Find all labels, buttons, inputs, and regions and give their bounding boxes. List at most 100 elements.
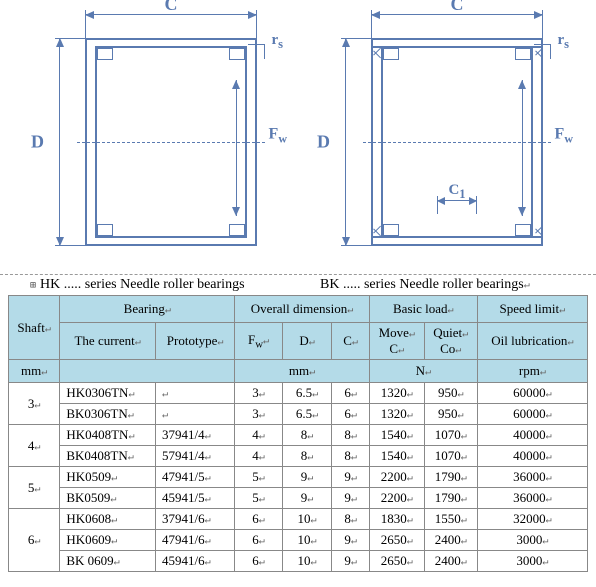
cell-qt: 1790↵ <box>424 467 477 488</box>
cell-proto: 47941/5↵ <box>155 467 234 488</box>
cell-fw: 5↵ <box>235 467 283 488</box>
cell-shaft: 3↵ <box>9 383 60 425</box>
cell-d: 10↵ <box>282 509 332 530</box>
cell-qt: 1550↵ <box>424 509 477 530</box>
cell-qt: 1070↵ <box>424 446 477 467</box>
table-row: BK 0609↵45941/6↵6↵10↵9↵2650↵2400↵3000↵ <box>9 551 588 572</box>
cell-c: 9↵ <box>332 467 370 488</box>
table-row: 6↵HK0608↵37941/6↵6↵10↵8↵1830↵1550↵32000↵ <box>9 509 588 530</box>
cell-d: 9↵ <box>282 467 332 488</box>
table-row: BK0306TN↵↵3↵6.5↵6↵1320↵950↵60000↵ <box>9 404 588 425</box>
cell-proto: ↵ <box>155 383 234 404</box>
table-row: BK0408TN↵57941/4↵4↵8↵8↵1540↵1070↵40000↵ <box>9 446 588 467</box>
dim-fw-label: Fw <box>269 125 287 146</box>
cell-rpm: 40000↵ <box>477 446 587 467</box>
diagram-bk: C D C1 Fw rs <box>311 6 571 266</box>
cell-d: 6.5↵ <box>282 404 332 425</box>
cell-fw: 3↵ <box>235 404 283 425</box>
cell-qt: 1070↵ <box>424 425 477 446</box>
col-basic: Basic load↵ <box>369 296 477 323</box>
cell-proto: 37941/4↵ <box>155 425 234 446</box>
col-bearing: Bearing↵ <box>60 296 235 323</box>
cell-rpm: 60000↵ <box>477 383 587 404</box>
cell-qt: 950↵ <box>424 383 477 404</box>
col-overall: Overall dimension↵ <box>235 296 370 323</box>
cell-qt: 2400↵ <box>424 530 477 551</box>
cell-fw: 6↵ <box>235 530 283 551</box>
cell-qt: 2400↵ <box>424 551 477 572</box>
dim-d-label: D <box>31 132 44 153</box>
cell-proto: 57941/4↵ <box>155 446 234 467</box>
col-c: C↵ <box>332 323 370 360</box>
cell-c: 6↵ <box>332 383 370 404</box>
col-d: D↵ <box>282 323 332 360</box>
table-row: 4↵HK0408TN↵37941/4↵4↵8↵8↵1540↵1070↵40000… <box>9 425 588 446</box>
cell-shaft: 5↵ <box>9 467 60 509</box>
cell-d: 8↵ <box>282 446 332 467</box>
cell-cur: HK0306TN↵ <box>60 383 156 404</box>
col-current: The current↵ <box>60 323 156 360</box>
cell-d: 10↵ <box>282 551 332 572</box>
cell-proto: ↵ <box>155 404 234 425</box>
cell-mv: 1540↵ <box>369 425 424 446</box>
cell-proto: 45941/6↵ <box>155 551 234 572</box>
cell-mv: 1540↵ <box>369 446 424 467</box>
expand-icon[interactable]: ⊞ <box>30 280 40 291</box>
cell-cur: BK0408TN↵ <box>60 446 156 467</box>
col-shaft: Shaft↵ <box>9 296 60 360</box>
table-body: 3↵HK0306TN↵↵3↵6.5↵6↵1320↵950↵60000↵BK030… <box>9 383 588 572</box>
cell-fw: 4↵ <box>235 425 283 446</box>
cell-proto: 45941/5↵ <box>155 488 234 509</box>
cell-proto: 37941/6↵ <box>155 509 234 530</box>
table-row: HK0609↵47941/6↵6↵10↵9↵2650↵2400↵3000↵ <box>9 530 588 551</box>
col-quiet: Quiet↵Co↵ <box>424 323 477 360</box>
diagram-hk: C D Fw rs <box>25 6 285 266</box>
cell-d: 10↵ <box>282 530 332 551</box>
cell-mv: 2200↵ <box>369 467 424 488</box>
cell-rpm: 32000↵ <box>477 509 587 530</box>
cell-rpm: 60000↵ <box>477 404 587 425</box>
col-fw: Fw↵ <box>235 323 283 360</box>
cell-fw: 4↵ <box>235 446 283 467</box>
col-oil: Oil lubrication↵ <box>477 323 587 360</box>
cell-mv: 2200↵ <box>369 488 424 509</box>
cell-proto: 47941/6↵ <box>155 530 234 551</box>
cell-d: 6.5↵ <box>282 383 332 404</box>
series-labels: ⊞HK ..... series Needle roller bearings … <box>0 275 596 295</box>
cell-fw: 5↵ <box>235 488 283 509</box>
series-bk-label: BK ..... series Needle roller bearings <box>320 277 524 292</box>
cell-qt: 950↵ <box>424 404 477 425</box>
cell-fw: 6↵ <box>235 509 283 530</box>
dim-c-label: C <box>165 0 178 15</box>
cell-rpm: 3000↵ <box>477 551 587 572</box>
cell-shaft: 4↵ <box>9 425 60 467</box>
series-hk-label: HK ..... series Needle roller bearings <box>40 277 244 292</box>
diagram-area: C D Fw rs C D C1 Fw rs <box>0 0 596 272</box>
cell-cur: BK0306TN↵ <box>60 404 156 425</box>
cell-fw: 3↵ <box>235 383 283 404</box>
cell-cur: BK 0609↵ <box>60 551 156 572</box>
cell-rpm: 36000↵ <box>477 467 587 488</box>
cell-fw: 6↵ <box>235 551 283 572</box>
dim-c1-label: C1 <box>448 182 465 202</box>
cell-c: 8↵ <box>332 509 370 530</box>
cell-cur: HK0509↵ <box>60 467 156 488</box>
cell-cur: BK0509↵ <box>60 488 156 509</box>
cell-qt: 1790↵ <box>424 488 477 509</box>
table-row: BK0509↵45941/5↵5↵9↵9↵2200↵1790↵36000↵ <box>9 488 588 509</box>
table-row: 5↵HK0509↵47941/5↵5↵9↵9↵2200↵1790↵36000↵ <box>9 467 588 488</box>
cell-cur: HK0608↵ <box>60 509 156 530</box>
dim-rs-label: rs <box>271 32 283 52</box>
cell-c: 8↵ <box>332 446 370 467</box>
cell-shaft: 6↵ <box>9 509 60 572</box>
cell-c: 9↵ <box>332 551 370 572</box>
cell-mv: 2650↵ <box>369 530 424 551</box>
cell-mv: 1320↵ <box>369 404 424 425</box>
cell-mv: 1320↵ <box>369 383 424 404</box>
cell-rpm: 40000↵ <box>477 425 587 446</box>
cell-mv: 1830↵ <box>369 509 424 530</box>
table-row: 3↵HK0306TN↵↵3↵6.5↵6↵1320↵950↵60000↵ <box>9 383 588 404</box>
cell-c: 9↵ <box>332 488 370 509</box>
cell-d: 8↵ <box>282 425 332 446</box>
cell-c: 8↵ <box>332 425 370 446</box>
